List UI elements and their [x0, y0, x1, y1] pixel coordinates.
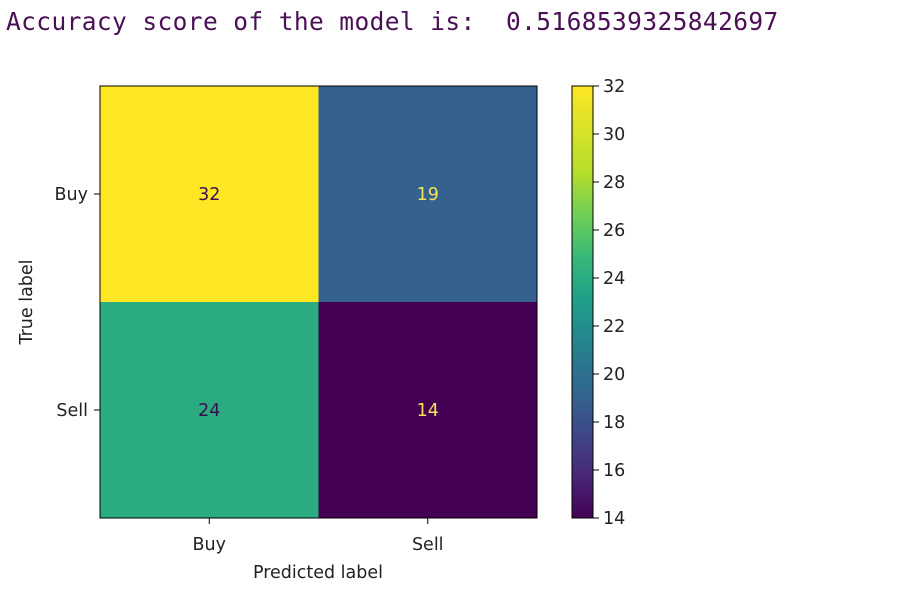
colorbar-frame [571, 85, 594, 519]
matrix-cells [100, 86, 537, 518]
accuracy-prefix: Accuracy score of the model is: [6, 7, 476, 36]
cell-value-label: 19 [417, 185, 439, 205]
x-tick-label: Buy [193, 535, 226, 555]
colorbar-tick-label: 20 [603, 365, 625, 385]
y-tick-label: Sell [56, 401, 88, 421]
cell-value-label: 24 [198, 401, 220, 421]
matrix-frame [99, 85, 538, 519]
colorbar-tick-label: 18 [603, 413, 625, 433]
colorbar [572, 86, 593, 518]
colorbar-tick-label: 26 [603, 221, 625, 241]
colorbar-tick-label: 30 [603, 125, 625, 145]
matrix-cell [318, 302, 537, 518]
x-tick-label: Sell [412, 535, 444, 555]
accuracy-value: 0.5168539325842697 [505, 7, 779, 36]
cell-value-label: 14 [417, 401, 439, 421]
cell-value-label: 32 [198, 185, 220, 205]
accuracy-output: Accuracy score of the model is: 0.516853… [6, 6, 779, 38]
colorbar-tick-label: 32 [603, 77, 625, 97]
colorbar-tick-label: 24 [603, 269, 625, 289]
colorbar-tick-label: 14 [603, 509, 625, 529]
colorbar-ticks: 14 16 18 20 22 24 26 28 30 32 [593, 77, 625, 529]
matrix-cell [100, 302, 319, 518]
y-axis-label: True label [17, 259, 37, 345]
colorbar-tick-label: 16 [603, 461, 625, 481]
matrix-cell [318, 86, 537, 302]
colorbar-tick-label: 22 [603, 317, 625, 337]
colorbar-tick-label: 28 [603, 173, 625, 193]
matrix-cell-labels: 32 19 24 14 [198, 185, 439, 421]
matrix-axis-ticks: Buy Sell Buy Sell [55, 185, 444, 555]
x-axis-label: Predicted label [253, 563, 383, 583]
y-tick-label: Buy [55, 185, 88, 205]
matrix-cell [100, 86, 319, 302]
